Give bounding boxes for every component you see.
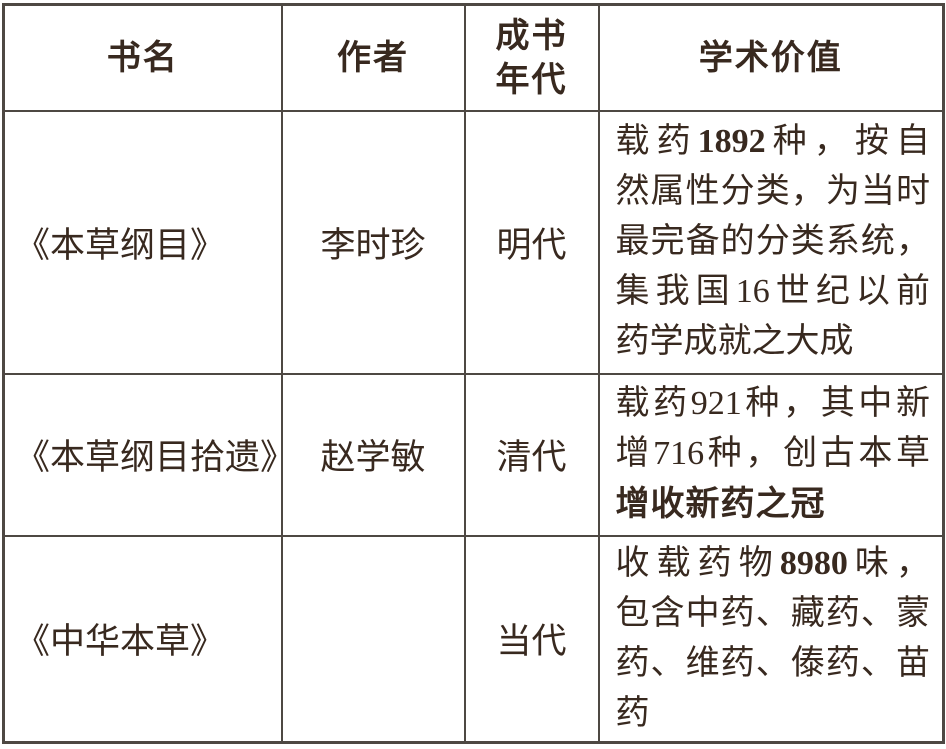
era-cell: 清代: [463, 372, 600, 537]
text-segment-normal: 载药921种，其中新: [615, 385, 931, 422]
author-cell: 李时珍: [280, 109, 466, 375]
book-title-cell: 《本草纲目拾遗》: [2, 372, 295, 537]
column-header-author: 作者: [280, 3, 466, 112]
text-segment-bold-sans: 增收新药之冠: [615, 485, 826, 523]
value-text-line: 最完备的分类系统，: [616, 217, 931, 267]
value-text-line: 药学成就之大成: [616, 317, 931, 367]
column-header-book-title: 书名: [2, 3, 283, 112]
column-header-era: 成书 年代: [463, 3, 600, 112]
value-text-line: 然属性分类，为当时: [616, 167, 931, 217]
value-text-line: 收载药物8980味，: [616, 539, 931, 589]
text-segment-normal: 收载药物: [615, 544, 780, 582]
author-cell: 赵学敏: [280, 372, 466, 537]
text-segment-normal: 包含中药、藏药、蒙: [615, 594, 931, 632]
academic-value-cell: 载药1892种，按自然属性分类，为当时 最完备的分类系统， 集我国16世纪以前 药学成…: [597, 109, 945, 375]
value-text-line: 增716种，创古本草: [616, 429, 931, 479]
text-segment-normal: 最完备的分类系统，: [615, 223, 931, 260]
text-segment-bold-serif: 1892: [697, 123, 766, 160]
text-segment-normal: 药学成就之大成: [615, 323, 854, 360]
text-segment-normal: 药: [615, 694, 650, 732]
era-cell: 当代: [463, 534, 600, 744]
value-text-line: 集我国16世纪以前: [616, 267, 931, 317]
text-segment-normal: 然属性分类，为当时: [615, 173, 931, 210]
text-segment-normal: 载药: [615, 123, 698, 160]
era-cell: 明代: [463, 109, 600, 375]
text-segment-normal: 味，: [847, 544, 931, 582]
value-text-line: 载药1892种，按自: [616, 117, 931, 167]
column-header-academic-value: 学术价值: [597, 3, 945, 112]
table-row-bencaogangmu: 《本草纲目》 李时珍 明代 载药1892种，按自然属性分类，为当时 最完备的分类系…: [2, 109, 945, 375]
book-title-cell: 《中华本草》: [2, 534, 283, 744]
table-row-zhonghua-bencao: 《中华本草》 当代 收载药物8980味， 包含中药、藏药、蒙 药、维药、傣药、苗药: [2, 534, 945, 744]
text-segment-normal: 增716种，创古本草: [615, 435, 931, 472]
value-text-line: 载药921种，其中新: [616, 379, 931, 429]
text-segment-normal: 药、维药、傣药、苗: [615, 644, 931, 682]
book-title-cell: 《本草纲目》: [2, 109, 283, 375]
academic-value-cell: 载药921种，其中新 增716种，创古本草 增收新药之冠: [597, 372, 945, 537]
value-text-line: 药、维药、傣药、苗: [616, 639, 931, 689]
value-text-line: 包含中药、藏药、蒙: [616, 589, 931, 639]
author-cell: [280, 534, 466, 744]
text-segment-normal: 种，按自: [765, 123, 931, 160]
books-table: 书名 作者 成书 年代 学术价值 《本草纲目》 李时珍 明代 载药1892种，按…: [2, 3, 945, 744]
value-text-line: 药: [616, 689, 931, 739]
table-row-bencaogangmu-shiyi: 《本草纲目拾遗》 赵学敏 清代 载药921种，其中新 增716种，创古本草 增收新药…: [2, 372, 945, 537]
academic-value-cell: 收载药物8980味， 包含中药、藏药、蒙 药、维药、傣药、苗药: [597, 534, 945, 744]
text-segment-normal: 集我国16世纪以前: [615, 273, 931, 310]
text-segment-bold-serif: 8980: [779, 544, 848, 582]
value-text-line: 增收新药之冠: [616, 479, 931, 530]
header-row: 书名 作者 成书 年代 学术价值: [2, 3, 945, 112]
